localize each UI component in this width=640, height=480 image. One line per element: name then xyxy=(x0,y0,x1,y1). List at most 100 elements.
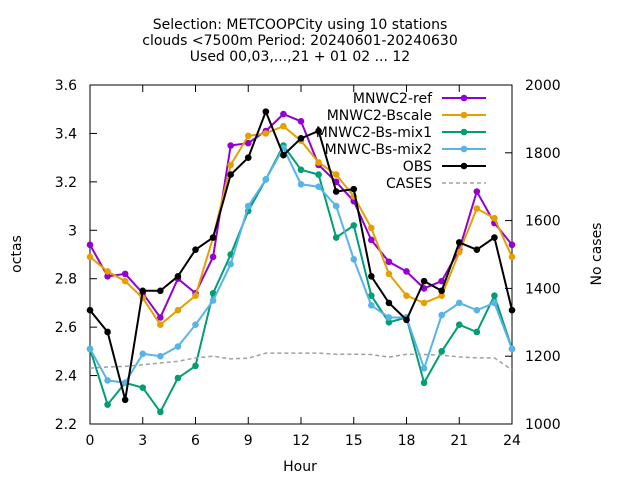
data-point xyxy=(86,253,94,261)
data-point xyxy=(508,241,516,249)
series-group xyxy=(86,108,516,416)
data-point xyxy=(86,241,94,249)
data-point xyxy=(403,292,410,299)
data-point xyxy=(473,328,481,336)
title-line: Used 00,03,...,21 + 01 02 ... 12 xyxy=(190,49,410,65)
data-point xyxy=(244,154,252,161)
legend-marker xyxy=(460,128,468,136)
legend-label: OBS xyxy=(403,159,432,175)
data-point xyxy=(104,401,111,408)
data-point xyxy=(262,108,270,115)
data-point xyxy=(157,314,164,321)
series-line xyxy=(89,125,513,327)
data-point xyxy=(174,374,182,382)
data-point xyxy=(227,260,234,268)
data-point xyxy=(297,118,305,125)
y2-tick-label: 1200 xyxy=(525,349,561,365)
y-axis-label: octas xyxy=(9,235,25,273)
x-tick-label: 0 xyxy=(86,433,95,449)
x-tick-label: 21 xyxy=(450,433,468,449)
data-point xyxy=(438,277,445,285)
data-point xyxy=(385,319,393,326)
data-point xyxy=(473,246,481,253)
legend-label: MNWC-Bs-mix2 xyxy=(325,142,432,158)
data-point xyxy=(86,306,94,314)
legend-label: MNWC2-ref xyxy=(353,91,433,107)
data-point xyxy=(227,161,234,169)
series-line xyxy=(89,352,513,371)
data-point xyxy=(262,130,270,137)
data-point xyxy=(280,122,287,130)
data-point xyxy=(262,176,270,183)
data-point xyxy=(121,277,129,285)
data-point xyxy=(139,384,147,391)
y-tick-label: 2.8 xyxy=(55,272,77,288)
data-point xyxy=(297,166,305,174)
y-tick-label: 3.2 xyxy=(55,175,77,191)
data-point xyxy=(350,222,358,229)
data-point xyxy=(403,316,410,324)
data-point xyxy=(174,272,182,280)
data-point xyxy=(315,171,322,178)
data-point xyxy=(192,246,199,253)
data-point xyxy=(508,306,516,314)
data-point xyxy=(104,377,111,384)
data-point xyxy=(332,202,340,210)
data-point xyxy=(473,306,481,314)
legend: MNWC2-refMNWC2-BscaleMNWC2-Bs-mix1MNWC-B… xyxy=(316,91,486,192)
data-point xyxy=(455,248,463,256)
legend-marker xyxy=(460,145,468,153)
data-point xyxy=(121,396,129,404)
data-point xyxy=(438,292,445,299)
legend-marker xyxy=(460,111,468,119)
chart-title: Selection: METCOOPCity using 10 stations… xyxy=(142,17,458,65)
data-point xyxy=(508,253,516,261)
x-tick-label: 6 xyxy=(191,433,200,449)
data-point xyxy=(139,287,147,295)
data-point xyxy=(332,188,340,195)
data-point xyxy=(280,110,287,118)
legend-marker xyxy=(460,162,468,170)
y-tick-label: 3.4 xyxy=(55,126,77,142)
data-point xyxy=(139,350,147,358)
data-point xyxy=(315,159,322,166)
y2-tick-label: 1800 xyxy=(525,146,561,162)
data-point xyxy=(368,272,375,280)
y2-tick-label: 1000 xyxy=(525,417,561,433)
data-point xyxy=(174,306,182,314)
data-point xyxy=(491,299,498,307)
data-point xyxy=(385,299,393,307)
data-point xyxy=(368,302,375,309)
data-point xyxy=(491,292,498,299)
y-tick-label: 2.6 xyxy=(55,320,77,336)
data-point xyxy=(350,256,358,263)
data-point xyxy=(121,270,129,278)
data-point xyxy=(368,292,375,299)
axes-group: 0 3 6 9 12 15 18 21 24 2.2 2.4 2.6 2.8 3 3.2 3.4 3.6 1000… xyxy=(55,78,561,449)
data-point xyxy=(455,299,463,307)
data-point xyxy=(315,127,322,135)
data-point xyxy=(385,314,393,321)
data-point xyxy=(315,183,322,190)
y-tick-label: 2.2 xyxy=(55,417,77,433)
data-point xyxy=(192,321,199,329)
data-point xyxy=(455,321,463,329)
legend-marker xyxy=(460,94,468,102)
x-axis-label: Hour xyxy=(283,459,317,475)
data-point xyxy=(227,142,234,149)
x-tick-label: 3 xyxy=(138,433,147,449)
data-point xyxy=(473,205,481,212)
data-point xyxy=(508,345,516,353)
data-point xyxy=(227,171,234,178)
data-point xyxy=(244,132,252,140)
x-tick-label: 24 xyxy=(503,433,521,449)
data-point xyxy=(438,311,445,319)
x-tick-label: 18 xyxy=(398,433,416,449)
title-line: clouds <7500m Period: 20240601-20240630 xyxy=(142,33,458,49)
data-point xyxy=(157,408,164,416)
data-point xyxy=(192,362,199,370)
data-point xyxy=(491,214,498,222)
data-point xyxy=(420,277,428,285)
data-point xyxy=(209,297,217,304)
